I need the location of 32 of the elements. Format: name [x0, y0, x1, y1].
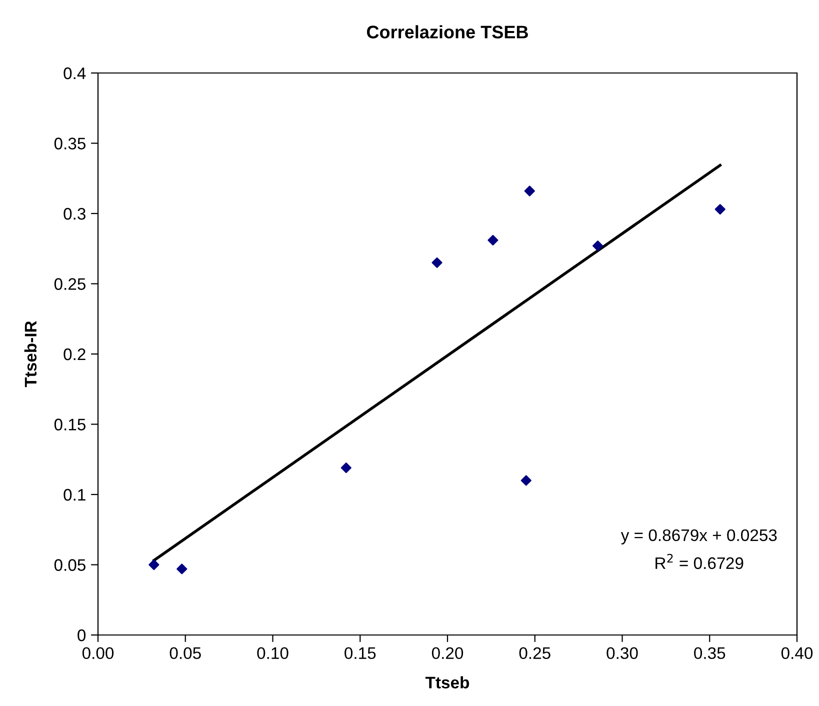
x-tick-label: 0.20 [432, 647, 464, 660]
y-axis-title: Ttseb-IR [24, 321, 37, 388]
point [148, 559, 160, 570]
y-tick-label: 0.1 [64, 488, 86, 501]
y-tick-label: 0.25 [54, 278, 86, 290]
y-tick-label: 0.05 [54, 559, 86, 571]
x-tick-label: 0.10 [257, 647, 288, 660]
x-axis-title: Ttseb [425, 676, 470, 688]
y-tick-label: 0.4 [64, 67, 86, 80]
y-tick-label: 0.3 [64, 208, 86, 220]
point [714, 204, 726, 215]
point [340, 462, 352, 474]
x-tick-label: 0.00 [82, 647, 114, 660]
chart-title: Correlazione TSEB [366, 25, 528, 38]
point [488, 234, 498, 246]
point [524, 186, 535, 196]
x-tick-label: 0.15 [344, 647, 376, 660]
point [176, 564, 188, 574]
x-tick-label: 0.30 [606, 647, 638, 660]
y-tick-label: 0.2 [64, 348, 86, 360]
point [520, 475, 532, 486]
y-tick-label: 0.15 [54, 418, 86, 430]
x-tick-label: 0.35 [694, 647, 726, 660]
x-tick-label: 0.40 [781, 647, 813, 660]
x-tick-label: 0.25 [519, 647, 550, 660]
y-tick-label: 0 [78, 629, 86, 642]
y-tick-label: 0.35 [54, 138, 86, 150]
x-tick-label: 0.05 [170, 647, 201, 660]
annotation: y = 0.8679x + 0.0253 [620, 529, 777, 544]
point [432, 257, 442, 268]
point [592, 240, 604, 252]
annotation: R$^{2}$ = 0.6729 [656, 554, 744, 570]
